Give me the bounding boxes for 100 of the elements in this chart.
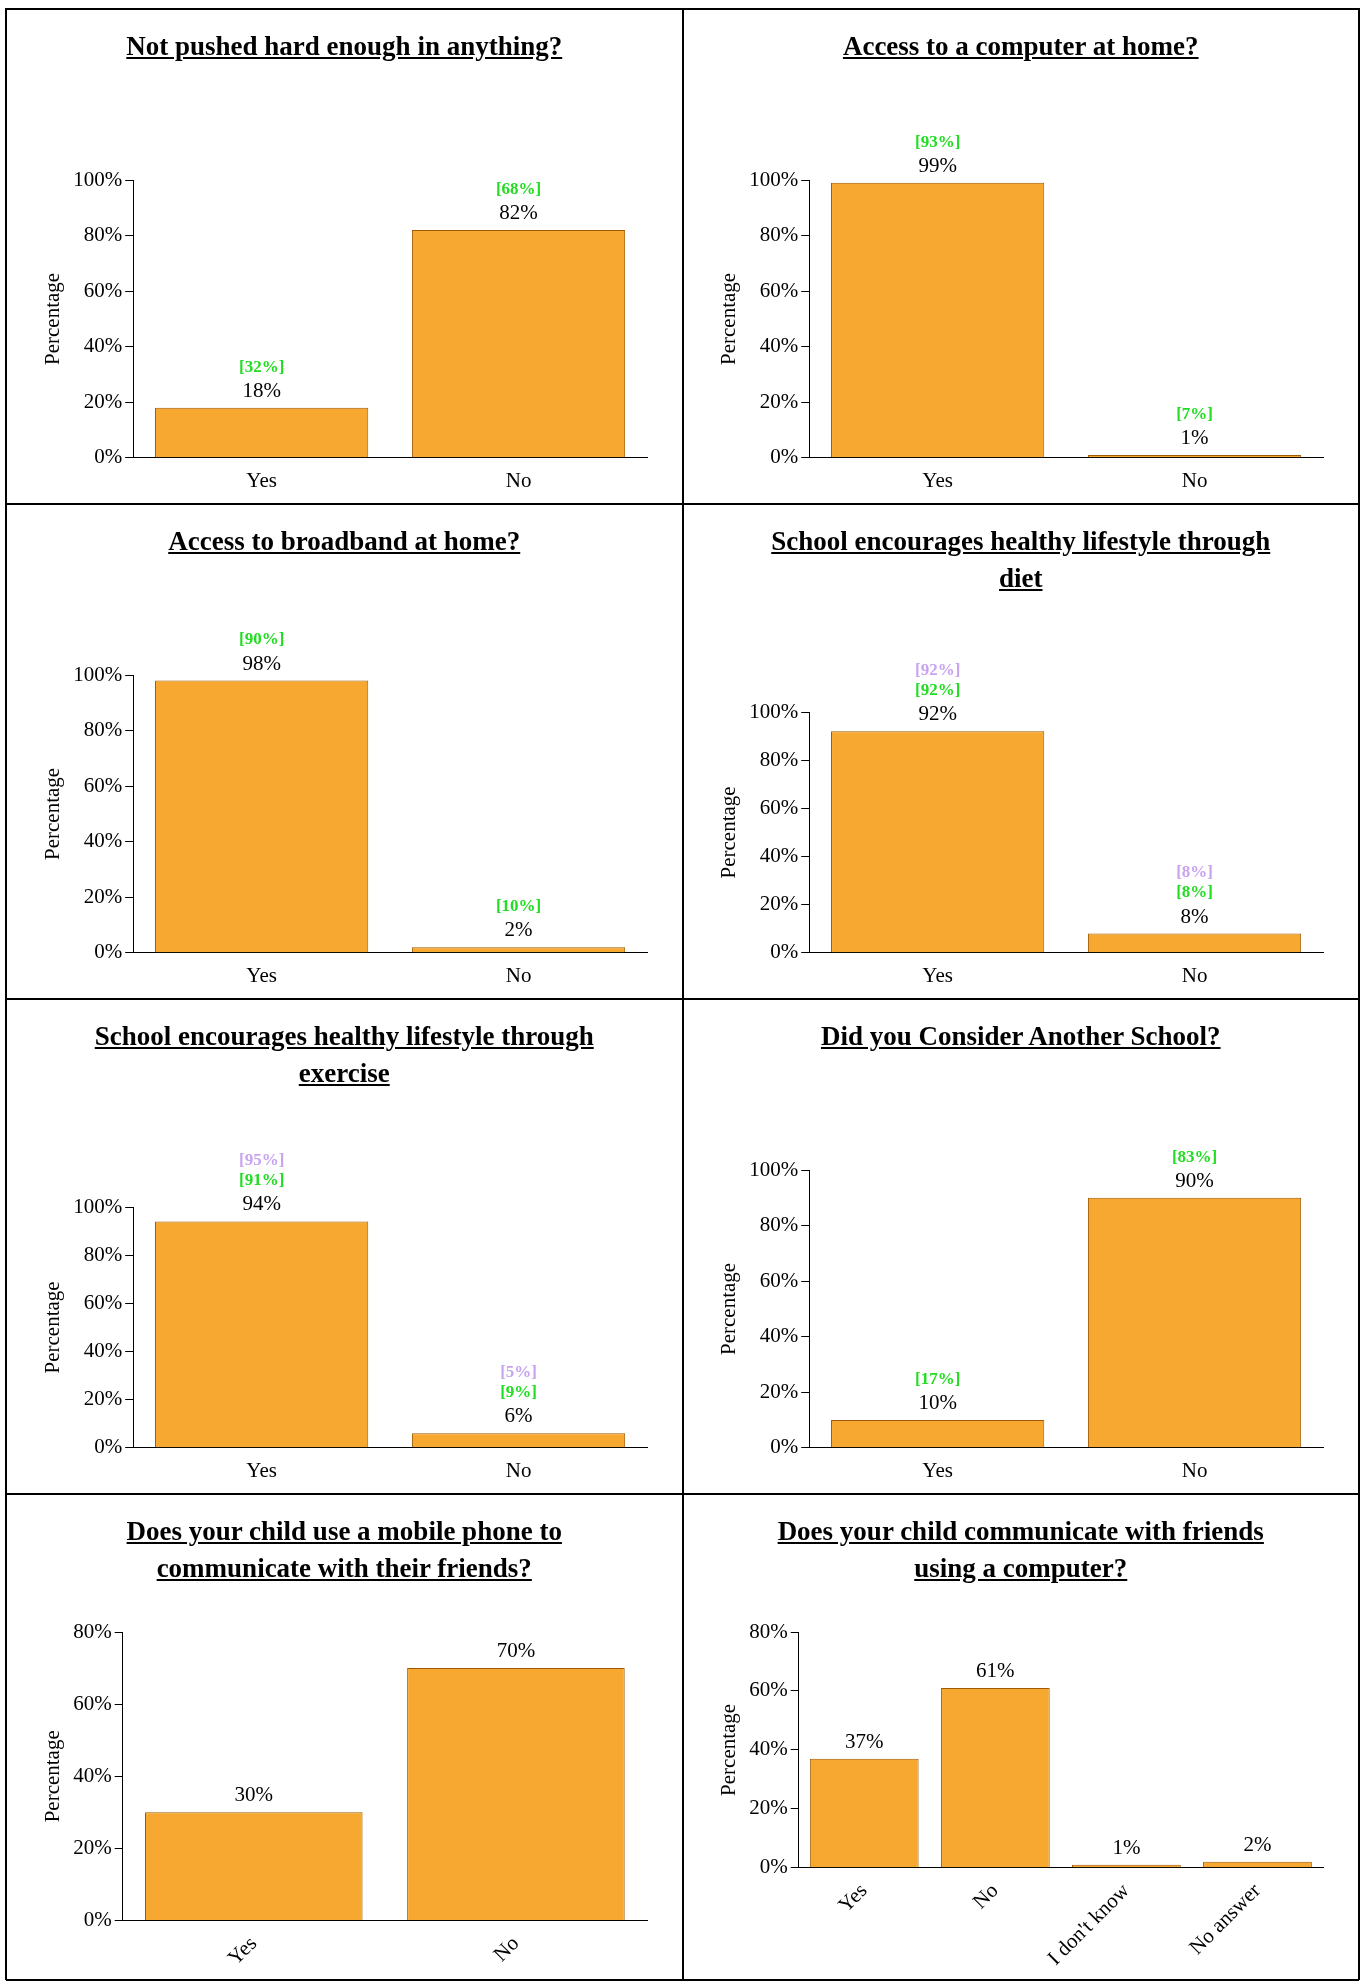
- y-tick-label: 20%: [83, 388, 122, 413]
- chart-title: Access to a computer at home?: [842, 30, 1199, 63]
- chart-title: Does your child communicate with friends using a computer?: [776, 1515, 1265, 1585]
- y-tick-label: 100%: [72, 661, 122, 686]
- x-tick-label: No: [1181, 1457, 1208, 1482]
- y-tick-label: 80%: [83, 717, 122, 742]
- data-label: 1%: [1112, 1834, 1141, 1859]
- y-tick-label: 60%: [72, 1690, 112, 1715]
- y-tick-label: 40%: [83, 333, 122, 358]
- x-tick-label: No: [1181, 467, 1208, 492]
- y-tick-label: 20%: [83, 1386, 122, 1411]
- x-tick-label: No: [967, 1878, 1003, 1914]
- y-tick-label: 100%: [749, 698, 799, 723]
- y-tick-label: 100%: [749, 1156, 799, 1181]
- data-label: 1%: [1180, 425, 1209, 450]
- chart-title: School encourages healthy lifestyle through exercise: [93, 1020, 595, 1090]
- text: [90%]: [238, 629, 285, 649]
- y-tick-label: 40%: [83, 828, 122, 853]
- annotation: [8%]: [1176, 862, 1214, 882]
- data-label: 94%: [242, 1191, 281, 1216]
- y-tick-label: 100%: [72, 166, 122, 191]
- chart-title: Did you Consider Another School?: [820, 1020, 1221, 1053]
- chart-title: School encourages healthy lifestyle through diet: [770, 525, 1272, 595]
- x-tick-label: Yes: [246, 962, 277, 987]
- y-axis-title: Percentage: [716, 272, 741, 365]
- data-label: 90%: [1175, 1167, 1215, 1192]
- x-tick-label: No: [505, 467, 532, 492]
- x-tick-label: No: [1181, 962, 1208, 987]
- x-tick-label: Yes: [246, 467, 277, 492]
- y-tick-label: 20%: [72, 1834, 112, 1859]
- x-tick-label: Yes: [922, 1457, 954, 1482]
- data-label: 92%: [918, 701, 958, 726]
- y-tick-label: 40%: [83, 1338, 122, 1362]
- text: [92%]: [915, 660, 961, 680]
- data-label: 99%: [918, 152, 958, 177]
- y-tick-label: 100%: [72, 1193, 122, 1218]
- y-tick-label: 80%: [83, 222, 122, 247]
- y-tick-label: 20%: [83, 883, 122, 908]
- y-tick-label: 60%: [83, 772, 122, 797]
- y-tick-label: 20%: [759, 388, 799, 413]
- y-axis-title: Percentage: [716, 786, 741, 879]
- text: [92%]: [915, 680, 961, 700]
- y-tick-label: 0%: [770, 1434, 799, 1459]
- data-label: 10%: [918, 1390, 958, 1415]
- y-tick-label: 0%: [83, 1907, 112, 1932]
- y-tick-label: 40%: [72, 1762, 112, 1787]
- annotation: [5%]: [499, 1362, 537, 1382]
- y-tick-label: 20%: [759, 891, 799, 916]
- x-tick-label: Yes: [922, 467, 954, 492]
- y-tick-label: 0%: [770, 939, 799, 964]
- y-axis-title: Percentage: [716, 1703, 741, 1796]
- chart-title: Not pushed hard enough in anything?: [126, 30, 563, 63]
- y-tick-label: 60%: [759, 277, 799, 302]
- data-label: 30%: [234, 1782, 273, 1807]
- data-label: 82%: [499, 200, 538, 225]
- data-label: 8%: [1180, 903, 1209, 928]
- text: [91%]: [238, 1170, 285, 1190]
- y-tick-label: 0%: [770, 444, 799, 469]
- y-axis-title: Percentage: [39, 1281, 64, 1374]
- chart-title: Access to broadband at home?: [168, 525, 521, 558]
- data-label: 2%: [504, 917, 533, 942]
- data-label: 98%: [242, 650, 281, 675]
- data-label: 6%: [504, 1403, 533, 1428]
- text: [95%]: [238, 1150, 285, 1170]
- x-tick-label: No: [505, 1457, 532, 1482]
- y-tick-label: 60%: [759, 1267, 799, 1292]
- y-tick-label: 0%: [93, 939, 122, 964]
- x-tick-label: Yes: [246, 1457, 277, 1482]
- y-tick-label: 100%: [749, 166, 799, 191]
- y-tick-label: 60%: [83, 1289, 122, 1314]
- y-tick-label: 80%: [749, 1618, 788, 1643]
- y-tick-label: 80%: [759, 1212, 799, 1237]
- annotation: [8%]: [1176, 882, 1214, 902]
- y-axis-title: Percentage: [716, 1262, 741, 1355]
- y-tick-label: 60%: [83, 277, 122, 302]
- y-tick-label: 40%: [759, 333, 799, 358]
- data-label: 70%: [496, 1638, 535, 1663]
- annotation: [32%]: [238, 356, 285, 376]
- text: [93%]: [915, 131, 961, 151]
- annotation: [7%]: [1176, 403, 1214, 423]
- y-tick-label: 60%: [759, 794, 799, 819]
- data-label: 2%: [1243, 1831, 1272, 1856]
- y-tick-label: 60%: [749, 1677, 788, 1702]
- annotation: [10%]: [495, 896, 541, 916]
- x-tick-label: Yes: [833, 1878, 872, 1917]
- y-tick-label: 40%: [749, 1736, 788, 1761]
- x-tick-label: No: [487, 1930, 524, 1967]
- y-tick-label: 0%: [93, 1434, 122, 1459]
- y-tick-label: 40%: [759, 1323, 799, 1348]
- chart-title: Does your child use a mobile phone to communicate with their friends?: [125, 1515, 563, 1585]
- y-tick-label: 20%: [759, 1378, 799, 1403]
- text: [83%]: [1172, 1146, 1218, 1166]
- y-tick-label: 80%: [759, 222, 799, 247]
- y-tick-label: 20%: [749, 1795, 788, 1820]
- annotation: [9%]: [499, 1382, 537, 1402]
- x-tick-label: Yes: [222, 1930, 261, 1970]
- x-tick-label: No: [505, 962, 532, 987]
- y-axis-title: Percentage: [39, 272, 64, 365]
- y-tick-label: 40%: [759, 843, 799, 867]
- annotation: [17%]: [915, 1368, 961, 1388]
